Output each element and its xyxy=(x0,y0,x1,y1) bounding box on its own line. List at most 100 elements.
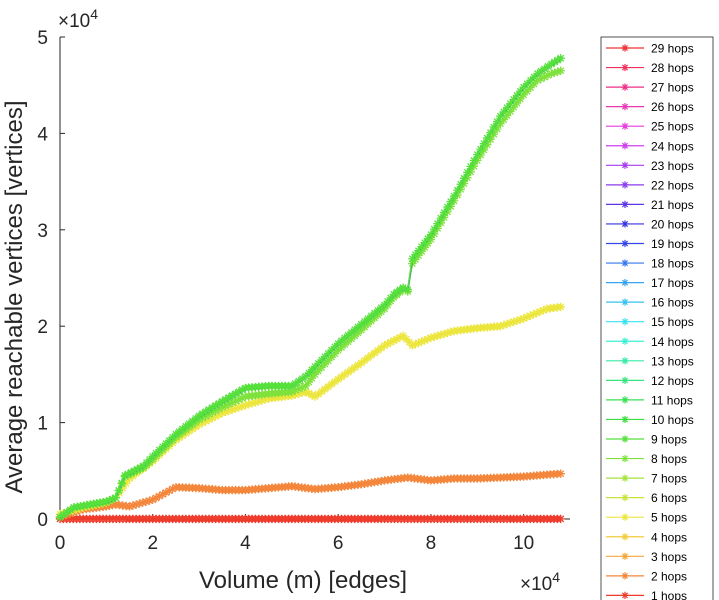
legend-marker xyxy=(621,63,629,72)
legend-box xyxy=(600,36,714,600)
y-exponent: 4 xyxy=(90,6,98,22)
series-line xyxy=(59,58,562,519)
legend-label: 18 hops xyxy=(651,257,694,271)
legend-item: 8 hops xyxy=(606,452,687,466)
x-tick-label: 4 xyxy=(240,533,251,554)
legend-marker xyxy=(621,435,629,443)
legend-label: 2 hops xyxy=(651,569,687,583)
x-axis-label: Volume (m) [edges] xyxy=(199,567,407,594)
legend-marker xyxy=(621,83,629,91)
legend-marker xyxy=(621,533,629,541)
legend-label: 1 hops xyxy=(651,589,687,600)
x-tick-label: 2 xyxy=(147,533,158,554)
legend-marker xyxy=(621,44,629,52)
legend: 29 hops 28 hops 27 hops 26 hops 25 hops 24 ho… xyxy=(600,36,714,600)
x-tick-label: 6 xyxy=(333,533,344,554)
legend-label: 4 hops xyxy=(651,530,687,544)
legend-marker xyxy=(621,337,629,345)
legend-marker xyxy=(621,513,629,521)
legend-label: 12 hops xyxy=(651,374,694,388)
y-multiplier: ×104 xyxy=(58,6,98,32)
legend-label: 21 hops xyxy=(651,198,694,212)
legend-label: 13 hops xyxy=(651,354,694,368)
legend-marker xyxy=(621,142,629,150)
legend-item: 2 hops xyxy=(606,569,687,583)
legend-marker xyxy=(621,357,629,365)
legend-label: 26 hops xyxy=(651,100,694,114)
legend-marker xyxy=(621,161,629,169)
y-tick-label: 2 xyxy=(37,317,48,338)
legend-marker xyxy=(621,415,629,424)
legend-label: 29 hops xyxy=(651,42,694,56)
legend-marker xyxy=(621,103,629,111)
y-axis-label: Average reachable vertices [vertices] xyxy=(1,100,28,493)
y-tick-label: 1 xyxy=(37,414,48,435)
legend-marker xyxy=(621,494,629,502)
legend-item: 20 hops xyxy=(606,217,694,231)
legend-label: 19 hops xyxy=(651,237,694,251)
legend-item: 4 hops xyxy=(606,530,687,544)
legend-marker xyxy=(621,239,629,248)
legend-label: 8 hops xyxy=(651,452,687,466)
legend-item: 26 hops xyxy=(606,100,694,114)
legend-marker xyxy=(621,474,629,482)
y-tick-label: 4 xyxy=(37,124,48,145)
legend-item: 25 hops xyxy=(606,120,694,134)
series-4 xyxy=(55,469,565,522)
legend-item: 9 hops xyxy=(606,433,687,447)
legend-label: 9 hops xyxy=(651,433,687,447)
legend-marker xyxy=(621,591,629,599)
series-markers xyxy=(55,514,565,524)
series-5 xyxy=(55,514,565,524)
legend-item: 12 hops xyxy=(606,374,694,388)
legend-marker xyxy=(621,220,629,228)
legend-label: 28 hops xyxy=(651,61,694,75)
legend-item: 3 hops xyxy=(606,550,687,564)
legend-item: 17 hops xyxy=(606,276,694,290)
legend-label: 22 hops xyxy=(651,178,694,192)
legend-item: 22 hops xyxy=(606,178,694,192)
series-1 xyxy=(55,54,565,522)
legend-marker xyxy=(621,181,629,189)
y-tick-label: 0 xyxy=(37,510,48,531)
legend-item: 21 hops xyxy=(606,198,694,212)
legend-label: 17 hops xyxy=(651,276,694,290)
y-tick-label: 3 xyxy=(37,221,48,242)
legend-item: 11 hops xyxy=(606,393,693,407)
legend-marker xyxy=(621,552,629,560)
legend-label: 11 hops xyxy=(651,393,693,407)
legend-label: 5 hops xyxy=(651,511,687,525)
x-multiplier: ×104 xyxy=(520,569,560,595)
legend-item: 13 hops xyxy=(606,354,694,368)
legend-marker xyxy=(621,298,629,306)
legend-item: 28 hops xyxy=(606,61,694,75)
legend-marker xyxy=(621,572,629,580)
legend-label: 23 hops xyxy=(651,159,694,173)
series-line xyxy=(59,55,562,516)
legend-item: 27 hops xyxy=(606,81,694,95)
legend-items: 29 hops 28 hops 27 hops 26 hops 25 hops 24 ho… xyxy=(606,42,694,600)
legend-label: 3 hops xyxy=(651,550,687,564)
legend-item: 5 hops xyxy=(606,511,687,525)
legend-label: 7 hops xyxy=(651,472,687,486)
legend-item: 19 hops xyxy=(606,237,694,251)
ticks: 0 2 4 6 8 10 0 1 2 3 4 5 xyxy=(37,28,534,554)
legend-item: 14 hops xyxy=(606,335,694,349)
legend-label: 24 hops xyxy=(651,139,694,153)
legend-label: 27 hops xyxy=(651,81,694,95)
legend-marker xyxy=(621,279,629,287)
x-tick-label: 8 xyxy=(426,533,437,554)
legend-item: 1 hops xyxy=(606,589,687,600)
legend-marker xyxy=(621,318,629,326)
x-tick-label: 10 xyxy=(513,533,534,554)
legend-label: 20 hops xyxy=(651,217,694,231)
series-markers xyxy=(55,54,565,522)
series-line xyxy=(59,57,562,517)
legend-item: 10 hops xyxy=(606,413,694,427)
legend-label: 25 hops xyxy=(651,120,694,134)
series-line xyxy=(59,306,561,515)
legend-marker xyxy=(621,259,629,267)
series-line xyxy=(59,306,561,515)
legend-item: 29 hops xyxy=(606,42,694,56)
legend-item: 18 hops xyxy=(606,257,694,271)
